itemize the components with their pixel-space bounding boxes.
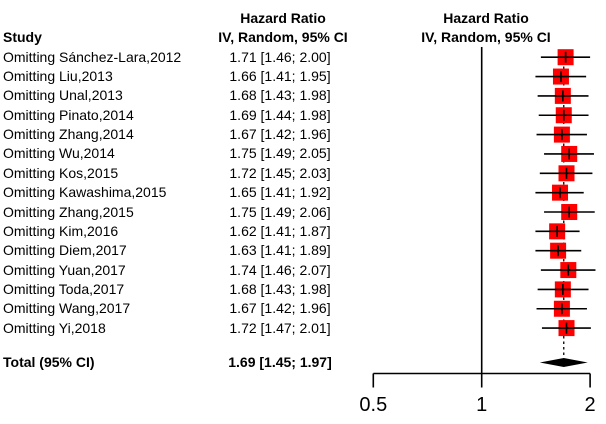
- study-effect-text: 1.75 [1.49; 2.06]: [229, 203, 331, 220]
- study-label: Omitting Wang,2017: [3, 300, 131, 317]
- study-label: Omitting Kos,2015: [3, 164, 119, 181]
- study-effect-text: 1.72 [1.47; 2.01]: [229, 319, 331, 336]
- study-label: Omitting Kawashima,2015: [3, 184, 167, 201]
- study-label: Omitting Sánchez-Lara,2012: [3, 48, 182, 65]
- total-effect-text: 1.69 [1.45; 1.97]: [228, 354, 332, 370]
- study-effect-text: 1.71 [1.46; 2.00]: [229, 48, 331, 65]
- study-effect-text: 1.75 [1.49; 2.05]: [229, 145, 331, 162]
- study-column-header: Study: [3, 29, 42, 45]
- total-label: Total (95% CI): [3, 354, 95, 370]
- study-label: Omitting Yuan,2017: [3, 261, 126, 278]
- plot-column-header-line1: Hazard Ratio: [443, 10, 529, 26]
- axis-tick-label: 1: [476, 394, 487, 416]
- study-label: Omitting Wu,2014: [3, 145, 115, 162]
- axis-tick-label: 0.5: [359, 394, 387, 416]
- axis-tick-label: 2: [585, 394, 596, 416]
- study-effect-text: 1.63 [1.41; 1.89]: [229, 242, 331, 259]
- plot-column-header-line2: IV, Random, 95% CI: [421, 29, 551, 45]
- study-effect-text: 1.74 [1.46; 2.07]: [229, 261, 331, 278]
- study-label: Omitting Unal,2013: [3, 87, 123, 104]
- study-label: Omitting Pinato,2014: [3, 106, 134, 123]
- study-label: Omitting Kim,2016: [3, 222, 119, 239]
- study-label: Omitting Yi,2018: [3, 319, 106, 336]
- study-label: Omitting Liu,2013: [3, 68, 113, 85]
- study-effect-text: 1.68 [1.43; 1.98]: [229, 280, 331, 297]
- study-effect-text: 1.62 [1.41; 1.87]: [229, 222, 331, 239]
- study-effect-text: 1.72 [1.45; 2.03]: [229, 164, 331, 181]
- study-label: Omitting Diem,2017: [3, 242, 127, 259]
- study-label: Omitting Zhang,2014: [3, 126, 134, 143]
- study-effect-text: 1.67 [1.42; 1.96]: [229, 126, 331, 143]
- study-label: Omitting Toda,2017: [3, 280, 125, 297]
- study-label: Omitting Zhang,2015: [3, 203, 134, 220]
- effect-column-header-line1: Hazard Ratio: [240, 10, 326, 26]
- study-effect-text: 1.69 [1.44; 1.98]: [229, 106, 331, 123]
- pooled-diamond: [539, 358, 588, 367]
- study-effect-text: 1.65 [1.41; 1.92]: [229, 184, 331, 201]
- effect-column-header-line2: IV, Random, 95% CI: [218, 29, 348, 45]
- study-effect-text: 1.66 [1.41; 1.95]: [229, 68, 331, 85]
- study-effect-text: 1.68 [1.43; 1.98]: [229, 87, 331, 104]
- study-effect-text: 1.67 [1.42; 1.96]: [229, 300, 331, 317]
